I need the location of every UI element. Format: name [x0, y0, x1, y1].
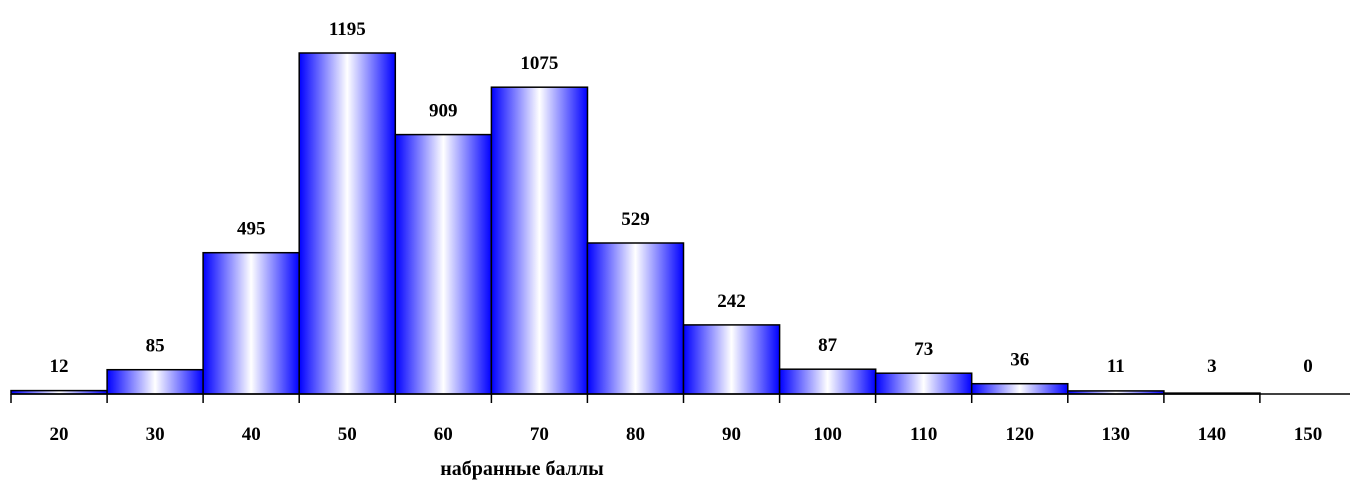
value-label-60: 909: [429, 101, 458, 122]
value-label-30: 85: [146, 336, 165, 357]
bar-120: [970, 382, 1069, 395]
x-axis-title: набранные баллы: [440, 458, 604, 480]
x-tick-label-70: 70: [530, 424, 549, 445]
bar-60: [394, 133, 493, 395]
x-axis-ticks: [10, 394, 1261, 403]
x-tick-label-150: 150: [1294, 424, 1323, 445]
x-tick-label-130: 130: [1102, 424, 1131, 445]
x-tick-label-110: 110: [910, 424, 937, 445]
x-tick-label-140: 140: [1198, 424, 1227, 445]
value-label-50: 1195: [329, 19, 366, 40]
x-tick-label-20: 20: [50, 424, 69, 445]
bar-50: [298, 52, 397, 395]
x-tick-label-100: 100: [813, 424, 842, 445]
bar-70: [490, 86, 589, 395]
x-tick-label-50: 50: [338, 424, 357, 445]
bar-30: [106, 368, 204, 395]
bar-110: [874, 372, 973, 395]
bar-80: [586, 242, 685, 395]
x-axis-tick-labels: 20 30 40 50 60 70 80 90 100 110 120 130 140 150: [50, 424, 1323, 445]
value-label-20: 12: [50, 356, 69, 377]
x-tick-label-120: 120: [1006, 424, 1035, 445]
bars: [10, 52, 1261, 395]
x-tick-label-60: 60: [434, 424, 453, 445]
bar-100: [778, 368, 877, 395]
value-label-90: 242: [717, 291, 746, 312]
value-label-110: 73: [914, 339, 933, 360]
x-tick-label-40: 40: [242, 424, 261, 445]
x-tick-label-30: 30: [146, 424, 165, 445]
value-label-120: 36: [1010, 350, 1029, 371]
value-label-70: 1075: [520, 53, 558, 74]
x-tick-label-80: 80: [626, 424, 645, 445]
value-label-80: 529: [621, 209, 650, 230]
value-label-140: 3: [1207, 356, 1217, 377]
bar-90: [682, 324, 781, 395]
bar-40: [202, 251, 300, 395]
value-label-130: 11: [1107, 356, 1125, 377]
value-label-100: 87: [818, 335, 838, 356]
value-label-150: 0: [1303, 356, 1313, 377]
value-labels: 12 85 495 1195 909 1075 529 242 87 73 36 11 3 0: [50, 19, 1313, 377]
x-tick-label-90: 90: [722, 424, 741, 445]
value-label-40: 495: [237, 219, 266, 240]
